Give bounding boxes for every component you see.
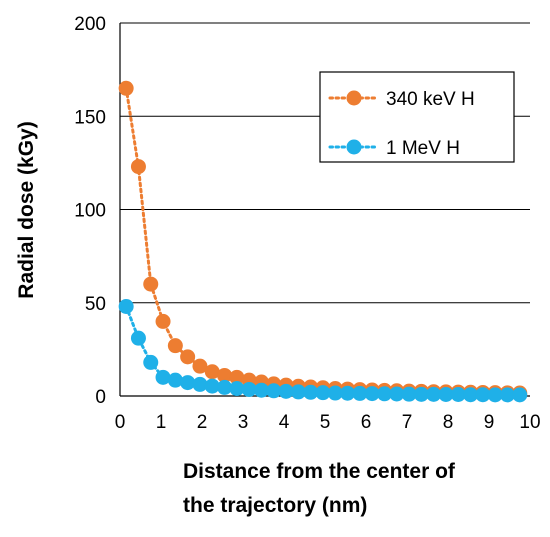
- x-tick-label: 1: [156, 412, 167, 433]
- x-tick-label: 6: [361, 412, 372, 433]
- data-point: [217, 379, 233, 395]
- data-point: [253, 382, 269, 398]
- data-point: [204, 378, 220, 394]
- data-point: [217, 367, 233, 383]
- legend-label: 1 MeV H: [386, 138, 460, 159]
- x-tick-label: 9: [484, 412, 495, 433]
- data-point: [204, 364, 220, 380]
- y-tick-label: 150: [74, 107, 106, 128]
- x-tick-label: 3: [238, 412, 249, 433]
- data-point: [413, 386, 429, 402]
- data-point: [426, 386, 442, 402]
- y-axis-title: Radial dose (kGy): [15, 121, 38, 298]
- gridlines: [120, 22, 530, 304]
- data-point: [130, 330, 146, 346]
- data-point: [364, 386, 380, 402]
- x-tick-label: 4: [279, 412, 290, 433]
- data-point: [180, 375, 196, 391]
- legend: 340 keV H 1 MeV H: [319, 71, 515, 163]
- data-point: [241, 381, 257, 397]
- data-point: [130, 159, 146, 175]
- data-point: [143, 276, 159, 292]
- data-point: [143, 354, 159, 370]
- data-point: [487, 387, 503, 403]
- data-point: [278, 383, 294, 399]
- data-point: [192, 376, 208, 392]
- data-point: [167, 372, 183, 388]
- legend-marker: [346, 139, 362, 155]
- data-point: [167, 338, 183, 354]
- data-point: [512, 387, 528, 403]
- data-point: [438, 387, 454, 403]
- data-point: [376, 386, 392, 402]
- data-point: [118, 298, 134, 314]
- data-point: [340, 385, 356, 401]
- data-point: [315, 385, 331, 401]
- x-tick-label: 0: [115, 412, 126, 433]
- x-axis-title-line: Distance from the center of: [183, 460, 456, 483]
- series-1: [118, 298, 528, 403]
- data-point: [303, 384, 319, 400]
- data-point: [229, 369, 245, 385]
- y-tick-label: 50: [85, 294, 106, 315]
- x-tick-label: 7: [402, 412, 413, 433]
- data-point: [327, 385, 343, 401]
- data-point: [192, 358, 208, 374]
- data-point: [401, 386, 417, 402]
- legend-marker: [346, 90, 362, 106]
- y-tick-label: 200: [74, 14, 106, 35]
- data-point: [118, 80, 134, 96]
- data-point: [450, 387, 466, 403]
- x-tick-label: 8: [443, 412, 454, 433]
- data-point: [229, 381, 245, 397]
- legend-label: 340 keV H: [386, 89, 475, 110]
- data-point: [266, 383, 282, 399]
- x-axis-title-line: the trajectory (nm): [183, 494, 367, 517]
- data-point: [463, 387, 479, 403]
- data-point: [290, 384, 306, 400]
- data-point: [475, 387, 491, 403]
- data-point: [389, 386, 405, 402]
- data-point: [155, 369, 171, 385]
- data-point: [155, 313, 171, 329]
- y-tick-label: 0: [95, 387, 106, 408]
- data-point: [180, 349, 196, 365]
- x-tick-label: 5: [320, 412, 331, 433]
- y-tick-label: 100: [74, 201, 106, 222]
- data-series: [118, 80, 528, 403]
- axis-labels: 0 50 100 150 200 0 1 2 3 4 5 6 7 8 9 10 Radial dose (kGy…: [15, 14, 541, 517]
- data-point: [352, 385, 368, 401]
- x-tick-label: 10: [519, 412, 540, 433]
- x-tick-label: 2: [197, 412, 208, 433]
- data-point: [499, 387, 515, 403]
